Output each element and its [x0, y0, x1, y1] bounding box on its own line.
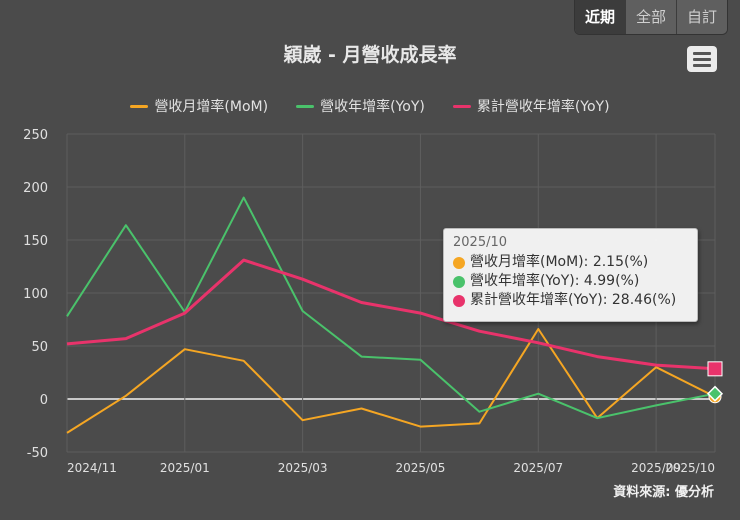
tooltip-row-yoy: 營收年增率(YoY): 4.99(%): [453, 272, 688, 291]
series-line-cumulative-yoy: [66, 258, 716, 371]
tooltip-row-cumulative-yoy: 累計營收年增率(YoY): 28.46(%): [453, 291, 688, 310]
marker-yoy: [706, 385, 724, 402]
x-tick-label: 2024/11: [67, 461, 117, 475]
tooltip-dot-yoy: [453, 275, 465, 288]
series-line-mom: [66, 328, 716, 434]
x-tick-label: 2025/03: [278, 461, 328, 475]
x-tick-label: 2025/01: [160, 461, 210, 475]
y-tick-label: -50: [27, 446, 48, 461]
x-tick-label: 2025/09: [631, 461, 681, 475]
tooltip-text-mom: 營收月增率(MoM): 2.15(%): [470, 254, 649, 270]
tooltip-text-cumulative-yoy: 累計營收年增率(YoY): 28.46(%): [470, 292, 677, 308]
chart-legend: 營收月增率(MoM) 營收年增率(YoY) 累計營收年增率(YoY): [0, 96, 740, 116]
y-tick-label: 250: [23, 128, 48, 143]
legend-swatch-mom: [130, 104, 149, 108]
chart-title: 穎崴 - 月營收成長率: [283, 44, 457, 66]
legend-item-cumulative-yoy[interactable]: 累計營收年增率(YoY): [452, 96, 610, 116]
range-recent-button[interactable]: 近期: [575, 0, 625, 34]
legend-label-cumulative-yoy: 累計營收年增率(YoY): [476, 99, 610, 115]
legend-swatch-cumulative-yoy: [452, 104, 471, 108]
chart-tooltip: 2025/10 營收月增率(MoM): 2.15(%) 營收年增率(YoY): …: [443, 228, 698, 322]
x-tick-label: 2025/07: [513, 461, 563, 475]
data-source-label: 資料來源: 優分析: [613, 485, 714, 500]
y-tick-label: 0: [40, 393, 48, 408]
legend-item-yoy[interactable]: 營收年增率(YoY): [296, 96, 425, 116]
y-tick-label: 100: [23, 287, 48, 302]
tooltip-text-yoy: 營收年增率(YoY): 4.99(%): [470, 273, 640, 289]
tooltip-dot-mom: [453, 256, 465, 269]
range-all-button[interactable]: 全部: [625, 0, 676, 34]
tooltip-dot-cumulative-yoy: [453, 294, 465, 307]
y-tick-label: 200: [23, 181, 48, 196]
y-tick-label: 150: [23, 234, 48, 249]
series-line-yoy: [66, 196, 716, 420]
hamburger-menu-icon[interactable]: [687, 46, 717, 72]
x-tick-label: 2025/05: [396, 461, 446, 475]
y-tick-label: 50: [31, 340, 48, 355]
range-custom-button[interactable]: 自訂: [676, 0, 727, 34]
marker-cumulative-yoy: [707, 361, 723, 377]
legend-swatch-yoy: [296, 104, 315, 108]
tooltip-row-mom: 營收月增率(MoM): 2.15(%): [453, 253, 688, 272]
range-selector: 近期 全部 自訂: [574, 0, 728, 35]
tooltip-header: 2025/10: [453, 235, 508, 250]
legend-label-yoy: 營收年增率(YoY): [320, 99, 425, 115]
legend-label-mom: 營收月增率(MoM): [154, 99, 269, 115]
x-tick-label: 2025/10: [665, 461, 715, 475]
legend-item-mom[interactable]: 營收月增率(MoM): [130, 96, 268, 116]
